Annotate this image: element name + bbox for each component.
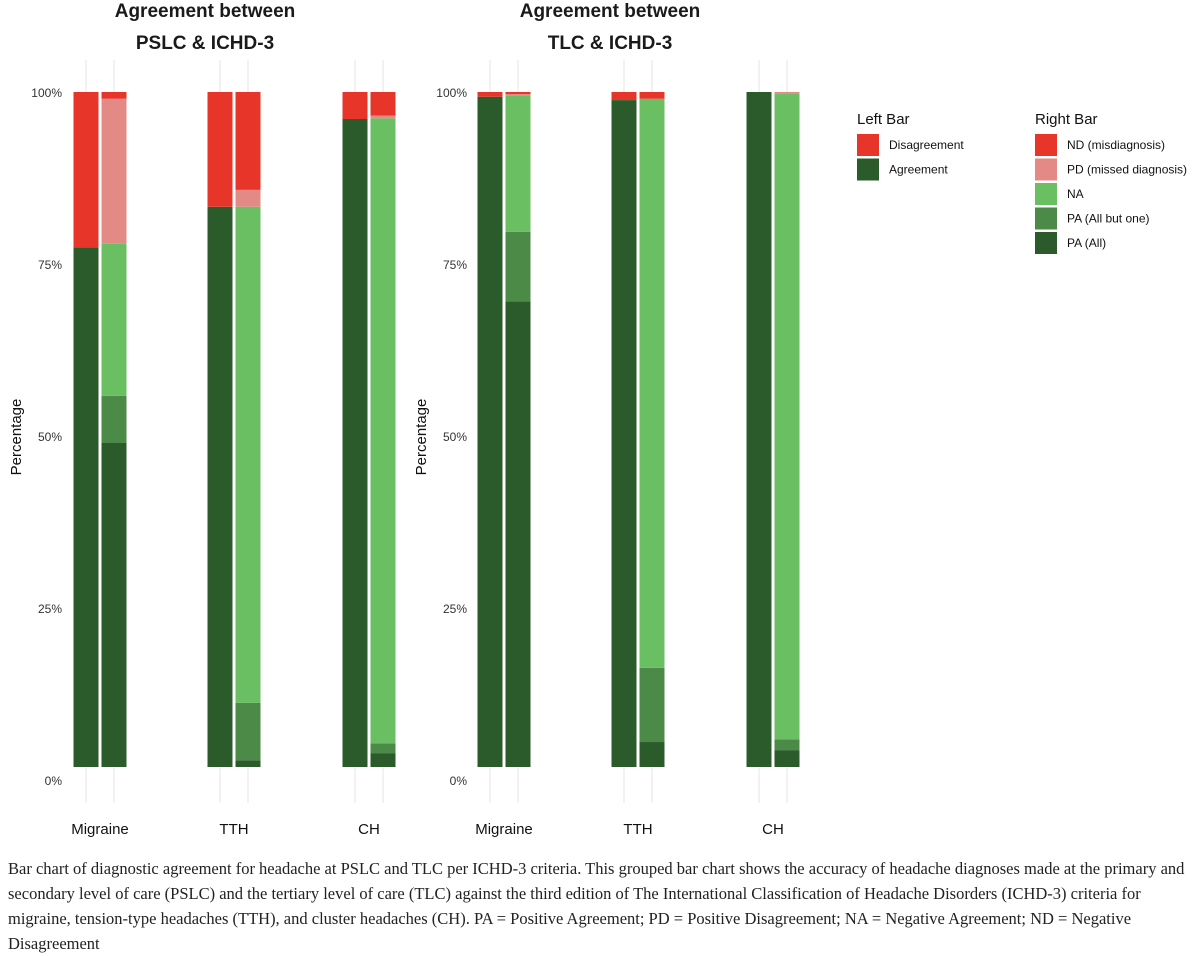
legend-label: PA (All but one) — [1067, 212, 1150, 226]
panel-title-line2: TLC & ICHD-3 — [548, 33, 673, 54]
panel-title-line1: Agreement between — [115, 1, 296, 22]
y-ticks: 0% 25% 50% 75% 100% — [31, 86, 62, 788]
right-bar-migraine-nd-misdiagnosis — [101, 92, 127, 99]
y-tick-label: 100% — [31, 86, 62, 100]
figure-caption: Bar chart of diagnostic agreement for he… — [8, 859, 1185, 953]
legend: Left Bar Disagreement Agreement Right Bar… — [857, 111, 1187, 254]
panel-pslc: Agreement between PSLC & ICHD-3 Percenta… — [8, 1, 396, 838]
legend-left-items: Disagreement Agreement — [857, 134, 964, 181]
x-tick-label: Migraine — [475, 821, 533, 838]
gridlines — [489, 60, 788, 803]
y-axis-label: Percentage — [413, 399, 430, 476]
left-bar-migraine-agreement — [477, 96, 503, 768]
bars — [73, 92, 396, 767]
x-ticks: Migraine TTH CH — [71, 821, 380, 838]
legend-swatch — [1035, 158, 1057, 181]
left-bar-ch-disagreement — [342, 92, 368, 119]
legend-swatch — [1035, 183, 1057, 205]
legend-label: Agreement — [889, 163, 948, 177]
left-bar-ch-agreement — [342, 119, 368, 767]
y-tick-label: 100% — [436, 86, 467, 100]
left-bar-migraine-disagreement — [73, 92, 99, 248]
right-bar-ch-pd-missed-diagnosis — [370, 115, 396, 119]
x-tick-label: CH — [358, 821, 380, 838]
panel-title-line1: Agreement between — [520, 1, 701, 22]
left-bar-tth-disagreement — [207, 92, 233, 207]
right-bar-tth-pa-all — [639, 742, 665, 767]
left-bar-tth-disagreement — [611, 92, 637, 101]
right-bar-tth-pa-all-but-one — [639, 667, 665, 743]
left-bar-migraine-disagreement — [477, 92, 503, 97]
right-bar-ch-na — [774, 93, 800, 740]
y-tick-label: 50% — [38, 430, 62, 444]
right-bar-ch-pa-all — [774, 750, 800, 767]
y-tick-label: 25% — [443, 602, 467, 616]
right-bar-migraine-pa-all-but-one — [505, 231, 531, 302]
right-bar-tth-nd-misdiagnosis — [235, 92, 261, 190]
legend-swatch — [857, 158, 879, 181]
gridlines — [85, 60, 384, 803]
right-bar-migraine-na — [101, 243, 127, 396]
right-bar-ch-pd-missed-diagnosis — [774, 92, 800, 94]
legend-swatch — [1035, 207, 1057, 230]
right-bar-ch-pa-all — [370, 753, 396, 767]
right-bar-tth-nd-misdiagnosis — [639, 92, 665, 99]
y-axis-label: Percentage — [8, 399, 25, 476]
right-bar-migraine-pa-all — [505, 301, 531, 767]
legend-swatch — [1035, 134, 1057, 156]
right-bar-ch-pa-all-but-one — [774, 739, 800, 751]
right-bar-migraine-na — [505, 95, 531, 232]
left-bar-ch-agreement — [746, 92, 772, 767]
legend-label: NA — [1067, 187, 1084, 201]
left-bar-migraine-agreement — [73, 247, 99, 767]
legend-left-title: Left Bar — [857, 111, 910, 128]
x-tick-label: TTH — [219, 821, 248, 838]
legend-label: PD (missed diagnosis) — [1067, 163, 1187, 177]
x-tick-label: TTH — [623, 821, 652, 838]
y-tick-label: 50% — [443, 430, 467, 444]
y-tick-label: 0% — [45, 774, 63, 788]
right-bar-ch-na — [370, 118, 396, 744]
y-tick-label: 75% — [443, 258, 467, 272]
legend-swatch — [857, 134, 879, 156]
right-bar-migraine-pa-all — [101, 443, 127, 767]
right-bar-migraine-nd-misdiagnosis — [505, 92, 531, 95]
y-tick-label: 75% — [38, 258, 62, 272]
right-bar-migraine-pd-missed-diagnosis — [505, 94, 531, 96]
y-ticks: 0% 25% 50% 75% 100% — [436, 86, 467, 788]
left-bar-tth-agreement — [611, 100, 637, 768]
x-tick-label: Migraine — [71, 821, 129, 838]
panel-title-line2: PSLC & ICHD-3 — [136, 33, 274, 54]
panel-tlc: Agreement between TLC & ICHD-3 Percentag… — [413, 1, 800, 838]
legend-label: PA (All) — [1067, 236, 1106, 250]
right-bar-tth-pa-all-but-one — [235, 702, 261, 761]
right-bar-migraine-pd-missed-diagnosis — [101, 98, 127, 244]
left-bar-tth-agreement — [207, 206, 233, 767]
right-bar-tth-na — [235, 206, 261, 703]
x-ticks: Migraine TTH CH — [475, 821, 784, 838]
chart-figure: Agreement between PSLC & ICHD-3 Percenta… — [8, 1, 1187, 838]
legend-swatch — [1035, 232, 1057, 254]
legend-right-items: ND (misdiagnosis) PD (missed diagnosis) NA… — [1035, 134, 1187, 254]
right-bar-tth-na — [639, 98, 665, 668]
y-tick-label: 25% — [38, 602, 62, 616]
right-bar-tth-pd-missed-diagnosis — [235, 189, 261, 207]
right-bar-migraine-pa-all-but-one — [101, 395, 127, 443]
y-tick-label: 0% — [450, 774, 468, 788]
bars — [477, 92, 800, 768]
x-tick-label: CH — [762, 821, 784, 838]
right-bar-ch-nd-misdiagnosis — [370, 92, 396, 116]
right-bar-ch-pa-all-but-one — [370, 743, 396, 754]
legend-label: ND (misdiagnosis) — [1067, 138, 1165, 152]
legend-label: Disagreement — [889, 138, 964, 152]
legend-right-title: Right Bar — [1035, 111, 1098, 128]
right-bar-tth-pa-all — [235, 760, 261, 767]
